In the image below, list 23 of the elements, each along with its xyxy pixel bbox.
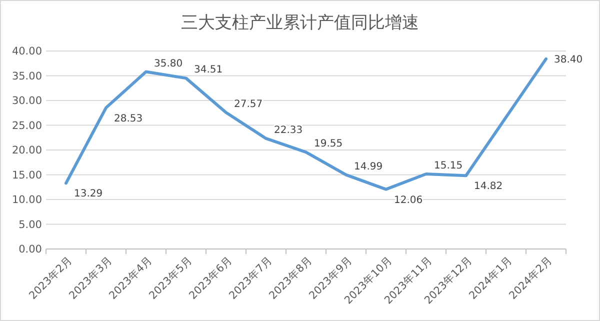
y-tick-label: 30.00 <box>12 95 42 108</box>
y-tick-label: 35.00 <box>12 70 42 82</box>
text: 27.57 <box>234 99 263 110</box>
text: 15.15 <box>434 160 463 172</box>
text: 19.55 <box>314 138 343 150</box>
y-tick-label: 15.00 <box>12 169 42 182</box>
y-tick-label: 25.00 <box>12 120 42 132</box>
text: 14.99 <box>354 161 383 172</box>
y-tick-label: 20.00 <box>12 144 42 157</box>
text: 34.51 <box>194 64 223 76</box>
y-tick-label: 0.00 <box>18 244 42 256</box>
text: 28.53 <box>114 113 143 124</box>
chart-title: 三大支柱产业累计产值同比增速 <box>181 13 419 33</box>
y-tick-label: 5.00 <box>18 218 42 231</box>
y-tick-label: 40.00 <box>12 46 42 58</box>
y-tick-label: 10.00 <box>12 194 42 206</box>
text: 13.29 <box>74 188 103 200</box>
text: 38.40 <box>554 54 583 66</box>
text: 22.33 <box>274 124 303 136</box>
text: 35.80 <box>154 58 183 70</box>
line-series <box>64 57 548 191</box>
text: 12.06 <box>394 194 423 206</box>
text: 14.82 <box>474 181 503 192</box>
